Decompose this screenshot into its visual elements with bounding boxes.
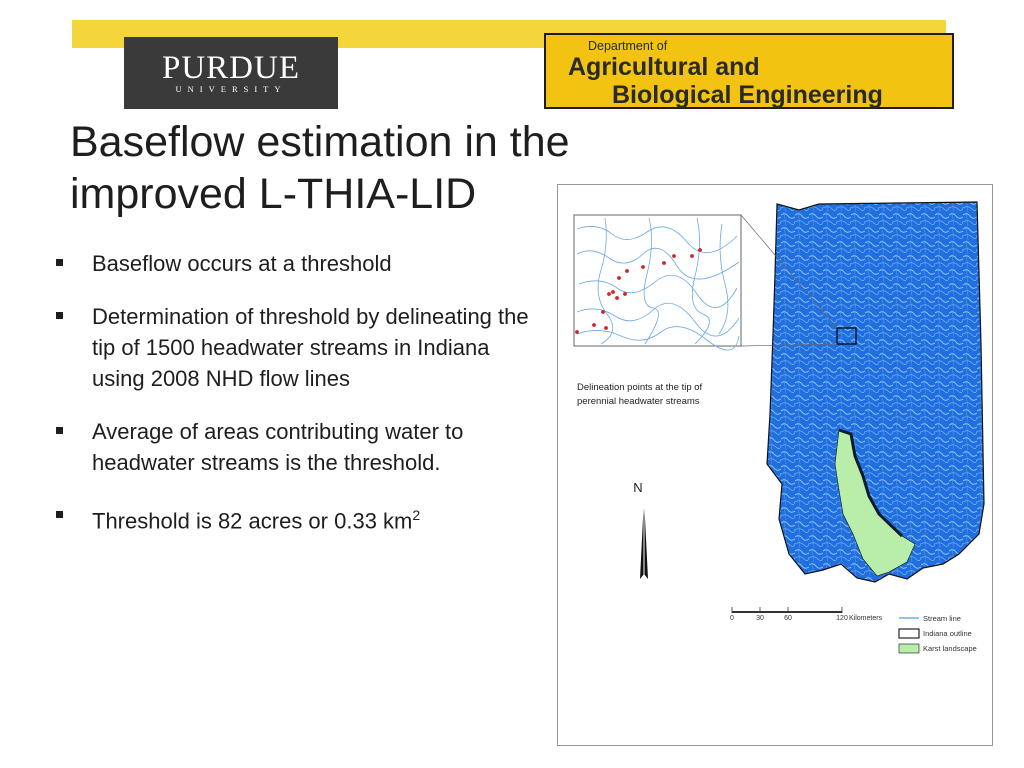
bullet-item: Average of areas contributing water to h… [56,416,536,478]
department-logo-line3: Biological Engineering [612,81,883,109]
inset-leader-line-bottom [740,343,838,347]
bullet-item: Determination of threshold by delineatin… [56,301,536,394]
bullet-text: Baseflow occurs at a threshold [92,251,392,276]
bullet-square-icon [56,312,63,319]
scale-bar [731,607,843,613]
bullet-list: Baseflow occurs at a threshold Determina… [56,248,536,558]
bullet-square-icon [56,511,63,518]
purdue-logo-subtitle: UNIVERSITY [175,84,287,94]
legend-label: Karst landscape [923,644,977,653]
superscript-two: 2 [412,507,421,523]
department-logo-line2: Agricultural and [568,53,760,81]
purdue-logo: PURDUE UNIVERSITY [124,37,338,109]
scale-unit-label: Kilometers [849,615,883,622]
indiana-outline [766,201,985,583]
map-legend: Stream line Indiana outline Karst landsc… [898,614,977,654]
bullet-text: Threshold is 82 acres or 0.33 km [92,508,413,534]
bullet-item: Baseflow occurs at a threshold [56,248,536,279]
scale-tick-label: 0 [730,615,734,622]
delineation-points [575,248,702,334]
indiana-stream-map: Delineation points at the tip of perenni… [557,184,993,746]
inset-caption-line2: perennial headwater streams [577,396,700,407]
inset-locator-box [836,327,857,345]
bullet-text: Average of areas contributing water to h… [92,419,464,475]
bullet-text: Determination of threshold by delineatin… [92,304,529,391]
inset-leader-line-top [740,214,838,329]
bullet-square-icon [56,427,63,434]
scale-tick-label: 60 [784,615,792,622]
legend-swatch-karst-landscape [898,643,920,654]
bullet-item: Threshold is 82 acres or 0.33 km2 [56,500,536,536]
scale-tick-label: 120 [836,615,848,622]
department-logo: Department of Agricultural and Biologica… [544,33,954,109]
inset-caption-line1: Delineation points at the tip of [577,382,703,393]
legend-label: Stream line [923,614,961,623]
slide-title: Baseflow estimation in the improved L-TH… [70,118,570,218]
karst-boundary-streams [838,428,904,538]
department-logo-line1: Department of [588,39,668,53]
scale-tick-label: 30 [756,615,764,622]
inset-streams [576,217,740,351]
legend-swatch-indiana-outline [898,628,920,639]
purdue-logo-name: PURDUE [161,50,301,86]
north-label: N [633,480,642,495]
bullet-square-icon [56,259,63,266]
legend-label: Indiana outline [923,629,972,638]
